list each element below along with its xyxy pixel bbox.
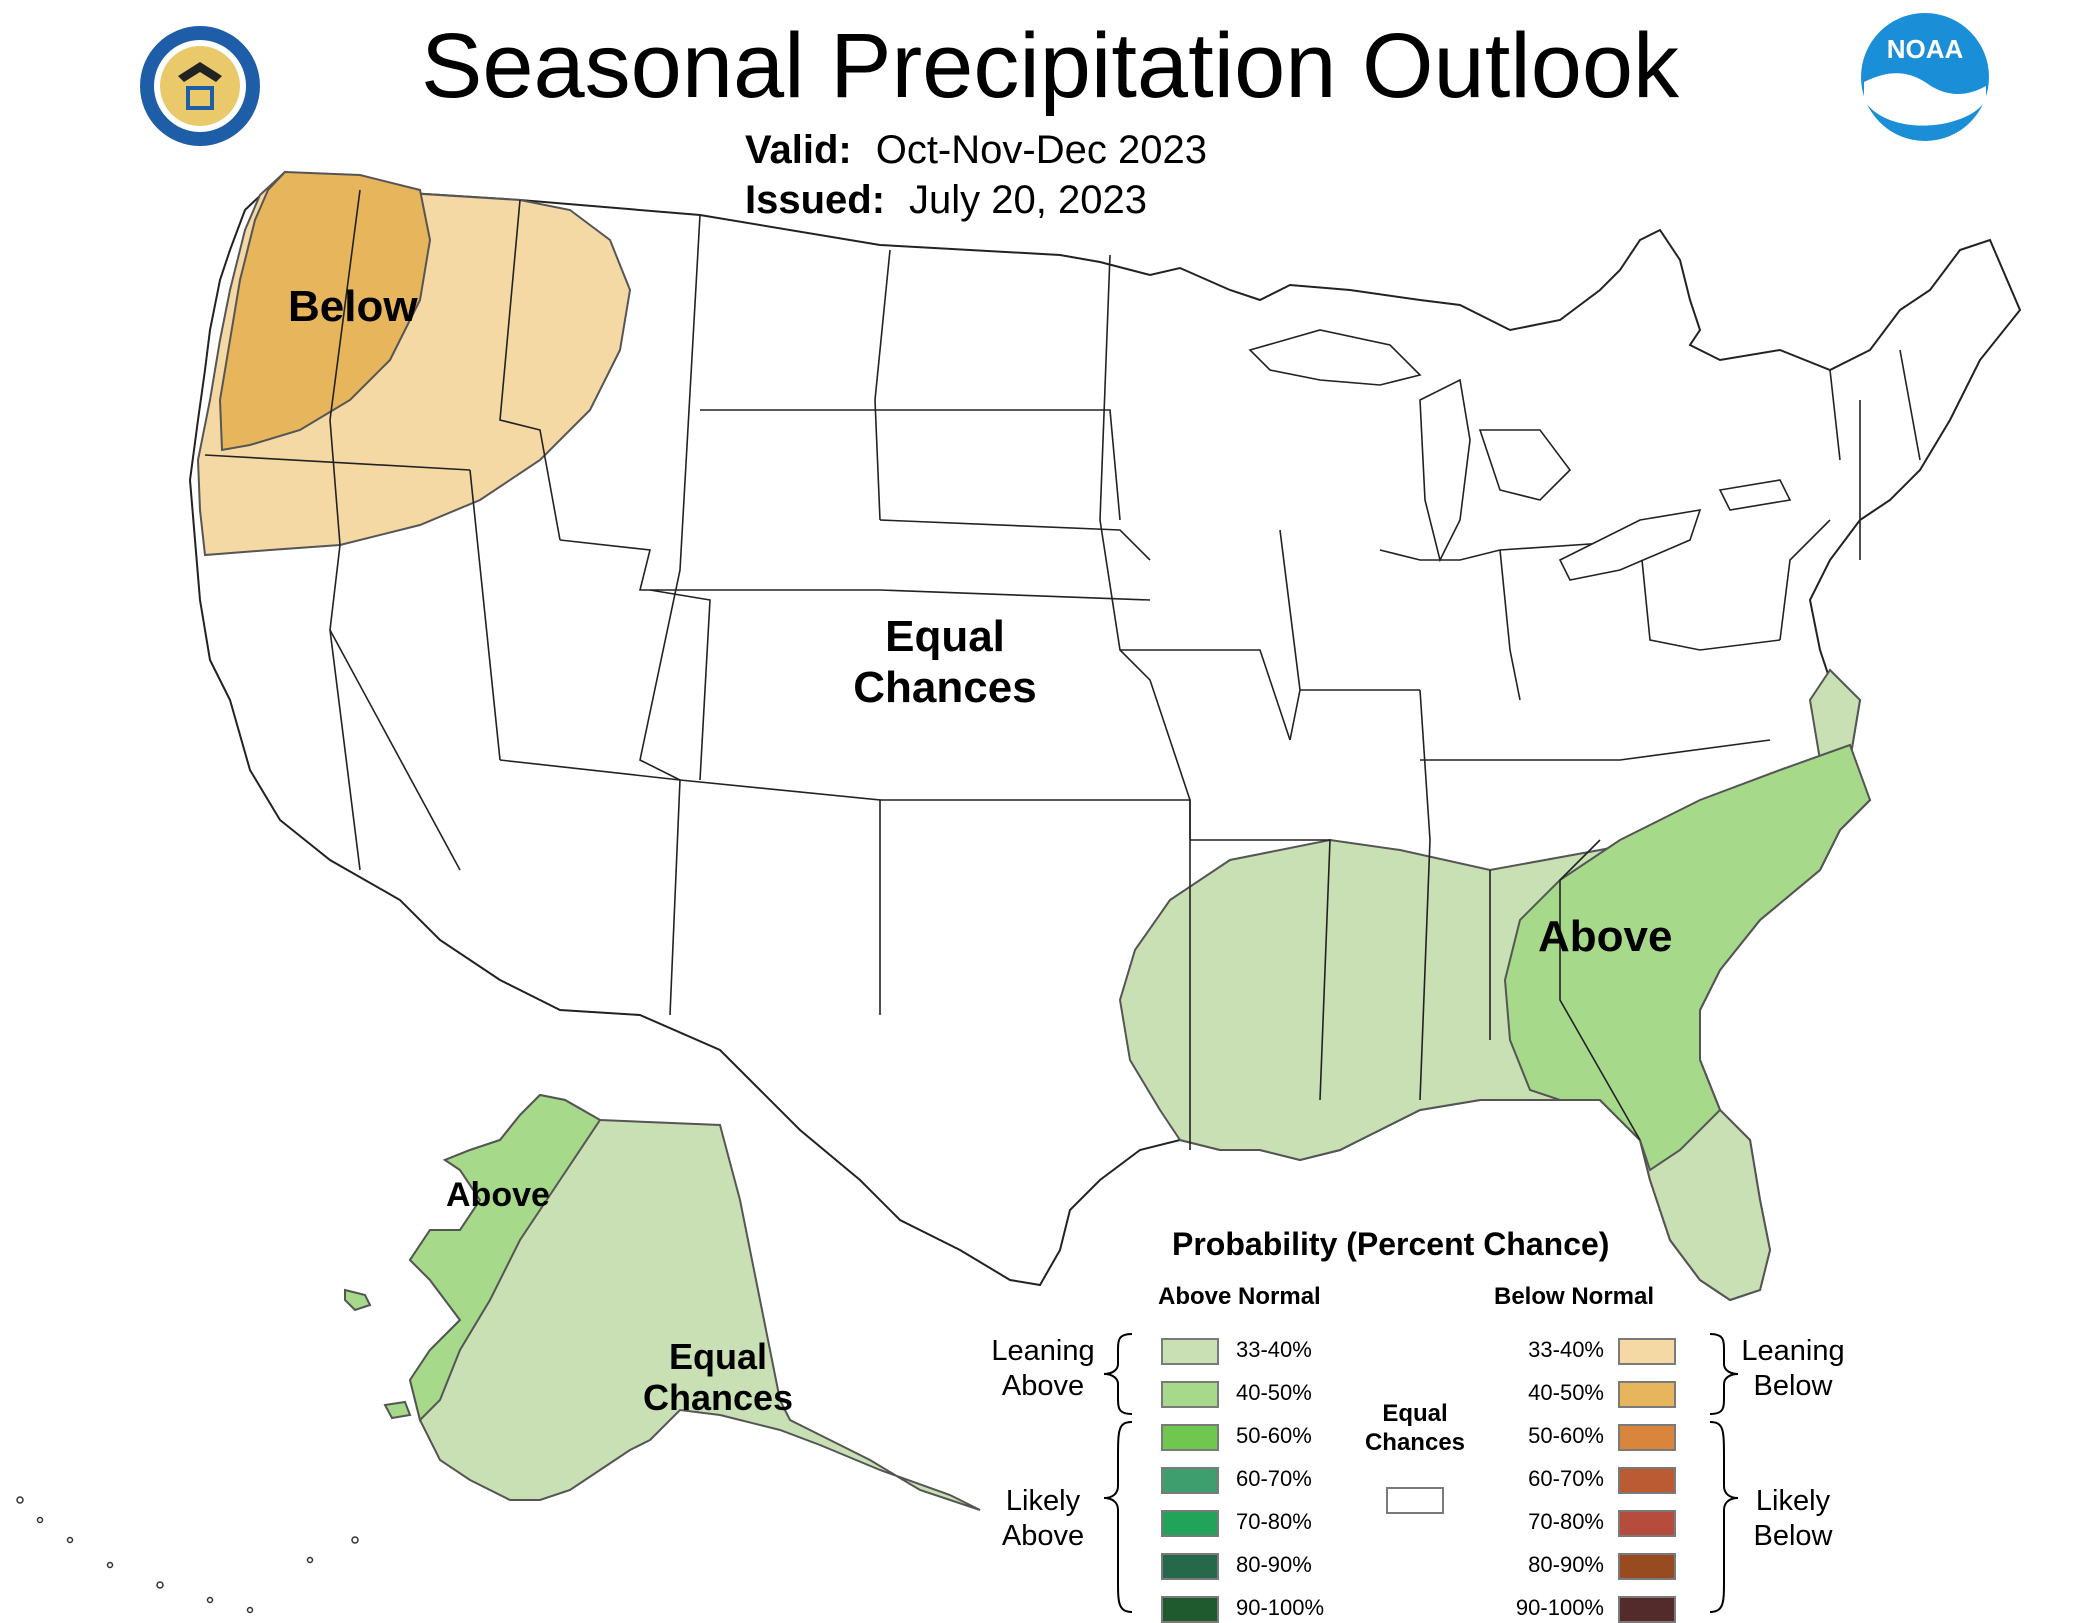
legend-below-swatch-4 <box>1618 1510 1676 1537</box>
valid-period: Valid: Oct-Nov-Dec 2023 <box>745 128 1207 173</box>
label-equal-chances-line2: Chances <box>853 662 1037 712</box>
legend-above-label-2: 50-60% <box>1236 1423 1312 1448</box>
legend-below-swatch-5 <box>1618 1553 1676 1580</box>
legend-likely-below-line1: Likely <box>1755 1485 1831 1517</box>
page-title: Seasonal Precipitation Outlook <box>420 15 1680 117</box>
commerce-seal-logo <box>138 24 262 148</box>
legend-below-swatch-0 <box>1618 1338 1676 1365</box>
label-equal-chances-ak-line2: Chances <box>642 1377 794 1419</box>
legend-below-swatch-1 <box>1618 1381 1676 1408</box>
legend-leaning-below-line1: Leaning <box>1741 1335 1845 1367</box>
label-equal-chances-ak-line1: Equal <box>668 1336 767 1377</box>
legend-likely-below: Likely Below <box>1728 1484 1858 1554</box>
legend-leaning-above: Leaning Above <box>978 1334 1108 1404</box>
legend-above-label-3: 60-70% <box>1236 1466 1312 1491</box>
legend-below-label-3: 60-70% <box>1528 1466 1604 1491</box>
legend-above-swatch-3 <box>1161 1467 1219 1494</box>
alaska-above-40-50-region <box>408 1093 602 1422</box>
aleutian-islands <box>16 1496 359 1614</box>
legend-above-swatch-1 <box>1161 1381 1219 1408</box>
legend-likely-below-line2: Below <box>1753 1519 1833 1552</box>
legend-leaning-above-line2: Above <box>1001 1369 1085 1402</box>
legend-below-label-2: 50-60% <box>1528 1423 1604 1448</box>
label-above-ak: Above <box>446 1176 550 1214</box>
legend-equal-swatch <box>1386 1487 1444 1514</box>
legend-above-label-4: 70-80% <box>1236 1509 1312 1534</box>
below-40-50-region <box>218 170 432 452</box>
state-lines <box>204 189 1921 1150</box>
legend-equal-chances: Equal Chances <box>1350 1400 1480 1458</box>
legend-above-swatch-6 <box>1161 1596 1219 1623</box>
legend-below-swatch-2 <box>1618 1424 1676 1451</box>
legend-likely-above: Likely Above <box>978 1484 1108 1554</box>
legend-above-swatch-4 <box>1161 1510 1219 1537</box>
legend-below-swatch-3 <box>1618 1467 1676 1494</box>
issued-value: July 20, 2023 <box>909 178 1147 222</box>
legend-below-label-4: 70-80% <box>1528 1509 1604 1534</box>
legend-leaning-below-line2: Below <box>1753 1369 1833 1402</box>
legend-below-header: Below Normal <box>1494 1283 1655 1310</box>
legend-equal-line2: Chances <box>1364 1428 1466 1456</box>
noaa-logo: NOAA <box>1858 10 1992 144</box>
label-equal-chances-ak: Equal Chances <box>638 1336 798 1419</box>
issued-date: Issued: July 20, 2023 <box>745 178 1147 223</box>
legend-leaning-below: Leaning Below <box>1728 1334 1858 1404</box>
label-below-nw: Below <box>288 282 418 331</box>
legend-equal-line1: Equal <box>1382 1400 1448 1427</box>
valid-value: Oct-Nov-Dec 2023 <box>875 128 1207 172</box>
legend-above-label-5: 80-90% <box>1236 1552 1312 1577</box>
legend-likely-above-line1: Likely <box>1005 1485 1081 1517</box>
noaa-logo-text: NOAA <box>1887 34 1964 64</box>
legend-below-label-0: 33-40% <box>1528 1337 1604 1362</box>
legend-above-label-6: 90-100% <box>1236 1595 1325 1620</box>
legend-below-label-5: 80-90% <box>1528 1552 1604 1577</box>
great-lakes <box>1248 329 1792 581</box>
alaska-nunivak-island <box>383 1400 412 1420</box>
label-equal-chances-conus: Equal Chances <box>845 612 1045 713</box>
legend-above-swatch-0 <box>1161 1338 1219 1365</box>
legend-below-swatch-6 <box>1618 1596 1676 1623</box>
label-equal-chances-line1: Equal <box>885 612 1005 661</box>
issued-label: Issued: <box>745 178 886 222</box>
legend-above-label-0: 33-40% <box>1236 1337 1312 1362</box>
legend-above-swatch-2 <box>1161 1424 1219 1451</box>
legend-likely-above-line2: Above <box>1001 1519 1085 1552</box>
legend-above-header: Above Normal <box>1158 1283 1321 1310</box>
legend-braces <box>1103 1333 1739 1613</box>
legend-above-swatch-5 <box>1161 1553 1219 1580</box>
legend-above-label-1: 40-50% <box>1236 1380 1312 1405</box>
legend-title: Probability (Percent Chance) <box>1172 1226 1610 1262</box>
label-above-se: Above <box>1538 912 1673 961</box>
legend-below-label-1: 40-50% <box>1528 1380 1604 1405</box>
valid-label: Valid: <box>745 128 852 172</box>
legend-leaning-above-line1: Leaning <box>991 1335 1095 1367</box>
alaska-west-island <box>344 1288 372 1312</box>
legend-below-label-6: 90-100% <box>1515 1595 1604 1620</box>
